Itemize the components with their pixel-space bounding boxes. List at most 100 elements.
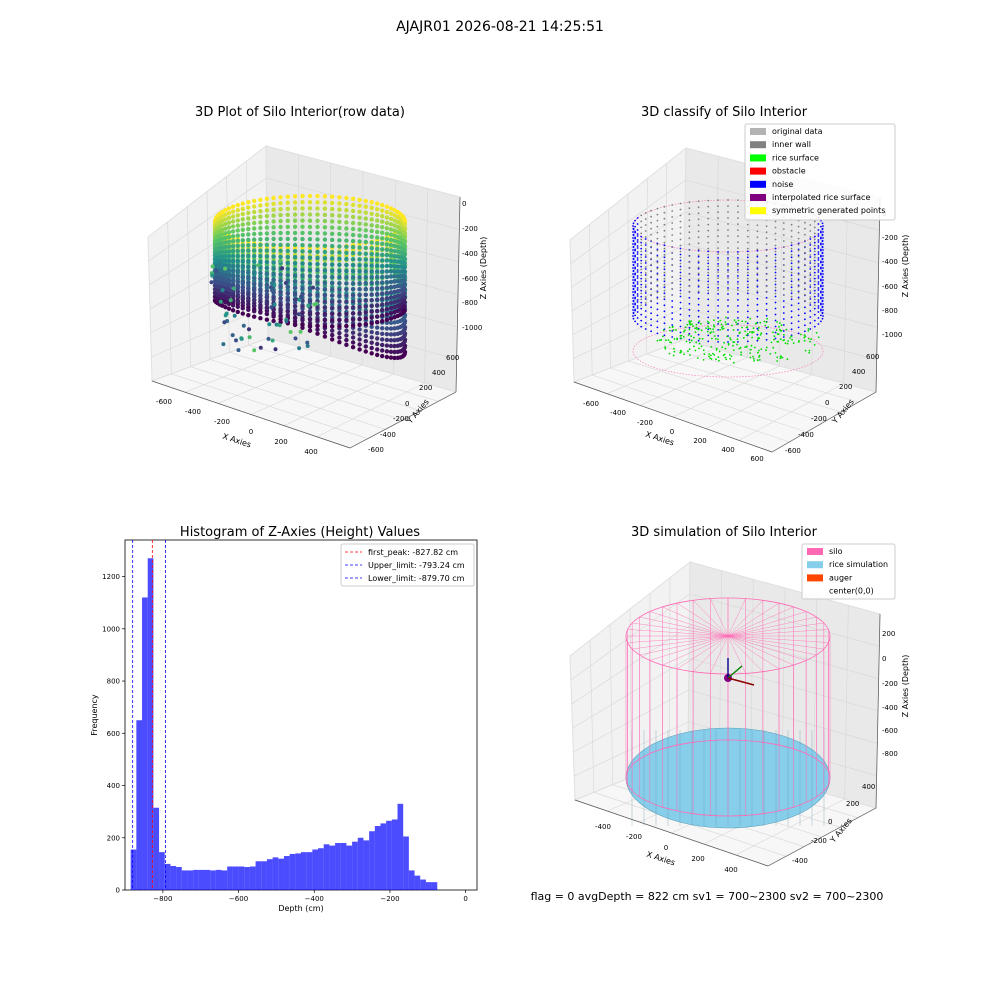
raw-cloud-point <box>375 292 379 296</box>
classify-cloud-point <box>791 236 793 238</box>
classify-cloud-point <box>708 353 710 355</box>
raw-cloud-point <box>351 227 355 231</box>
classify-cloud-point <box>717 263 719 265</box>
raw-cloud-point <box>241 301 245 305</box>
classify-legend-label: noise <box>772 180 793 189</box>
classify-cloud-point <box>737 329 739 331</box>
classify-cloud-point <box>818 269 820 271</box>
classify-cloud-point <box>750 349 752 351</box>
classify-cloud-point <box>664 272 666 274</box>
classify-cloud-point <box>804 258 806 260</box>
classify-cloud-point <box>645 230 647 232</box>
classify-cloud-point <box>640 320 642 322</box>
classify-cloud-point <box>809 280 811 282</box>
classify-cloud-point <box>698 242 700 244</box>
raw-cloud-point <box>236 254 240 258</box>
classify-cloud-point <box>727 323 729 325</box>
classify-cloud-point <box>781 324 783 326</box>
classify-cloud-point <box>775 221 777 223</box>
raw-cloud-point <box>357 198 361 202</box>
classify-cloud-point <box>809 302 811 304</box>
raw-cloud-point <box>323 334 327 338</box>
classify-legend-label: symmetric generated points <box>772 206 885 215</box>
raw-cloud-point <box>252 248 256 252</box>
classify-cloud-point <box>657 274 659 276</box>
raw-cloud-point <box>258 203 262 207</box>
classify-cloud-point <box>715 338 717 340</box>
sim-legend-label: silo <box>829 547 843 556</box>
raw-cloud-point <box>252 276 256 280</box>
histogram-axes-frame <box>125 540 477 890</box>
histogram-bar <box>187 870 193 890</box>
raw-cloud-point <box>239 336 243 340</box>
raw-cloud-point <box>258 220 262 224</box>
classify-cloud-point <box>737 293 739 295</box>
raw-cloud-point <box>357 210 361 214</box>
raw-cloud-point <box>357 323 361 327</box>
classify-cloud-point <box>780 356 782 358</box>
classify-cloud-point <box>791 292 793 294</box>
raw-cloud-point <box>252 215 256 219</box>
raw-cloud-point <box>265 220 269 224</box>
classify-cloud-point <box>775 320 777 322</box>
raw-cloud-point <box>330 324 334 328</box>
sim-xtick: 400 <box>724 866 737 874</box>
raw-cloud-point <box>330 318 334 322</box>
raw-cloud-point <box>246 200 250 204</box>
raw-cloud-point <box>330 287 334 291</box>
classify-cloud-point <box>640 251 642 253</box>
raw-cloud-point <box>315 237 319 241</box>
raw-ytick: 600 <box>446 354 459 362</box>
raw-cloud-point <box>357 287 361 291</box>
classify-cloud-point <box>671 312 673 314</box>
classify-cloud-point <box>633 228 635 230</box>
classify-cloud-point <box>820 250 822 252</box>
classify-cloud-point <box>757 284 759 286</box>
raw-cloud-point <box>364 287 368 291</box>
raw-cloud-point <box>265 231 269 235</box>
classify-xtick: -400 <box>610 409 626 417</box>
raw-data-3d-panel: 3D Plot of Silo Interior(row data) -600 … <box>148 105 488 456</box>
raw-cloud-point <box>351 251 355 255</box>
classify-cloud-point <box>814 251 816 253</box>
raw-cloud-point <box>344 257 348 261</box>
histogram-bar <box>284 856 290 890</box>
raw-cloud-point <box>300 261 304 265</box>
raw-cloud-point <box>337 340 341 344</box>
raw-cloud-point <box>385 210 389 214</box>
classify-cloud-point <box>637 275 639 277</box>
classify-cloud-point <box>727 311 729 313</box>
classify-cloud-point <box>650 312 652 314</box>
raw-cloud-point <box>403 257 407 261</box>
sim-legend: silorice simulationaugercenter(0,0) <box>802 544 895 599</box>
raw-cloud-point <box>380 258 384 262</box>
classify-cloud-point <box>775 251 777 253</box>
raw-cloud-point <box>236 289 240 293</box>
raw-cloud-point <box>278 284 282 288</box>
classify-ztick: -400 <box>882 258 898 266</box>
classify-cloud-point <box>717 271 719 273</box>
classify-cloud-point <box>791 284 793 286</box>
classify-cloud-point <box>804 312 806 314</box>
classify-cloud-point <box>640 296 642 298</box>
classify-cloud-point <box>689 279 691 281</box>
classify-cloud-point <box>664 230 666 232</box>
classify-cloud-point <box>783 264 785 266</box>
classify-cloud-point <box>740 351 742 353</box>
raw-cloud-point <box>380 247 384 251</box>
raw-ztick: 0 <box>462 200 466 208</box>
histogram-xtick-label: −400 <box>305 895 324 903</box>
classify-cloud-point <box>760 334 762 336</box>
raw-cloud-point <box>380 354 384 358</box>
classify-cloud-point <box>717 265 719 267</box>
classify-cloud-point <box>757 260 759 262</box>
classify-cloud-point <box>689 261 691 263</box>
raw-xtick: 0 <box>249 428 253 436</box>
classify-cloud-point <box>775 269 777 271</box>
classify-cloud-point <box>707 200 709 202</box>
raw-cloud-point <box>357 263 361 267</box>
classify-cloud-point <box>737 305 739 307</box>
classify-cloud-point <box>814 260 816 262</box>
classify-cloud-point <box>737 229 739 231</box>
classify-cloud-point <box>822 222 824 224</box>
